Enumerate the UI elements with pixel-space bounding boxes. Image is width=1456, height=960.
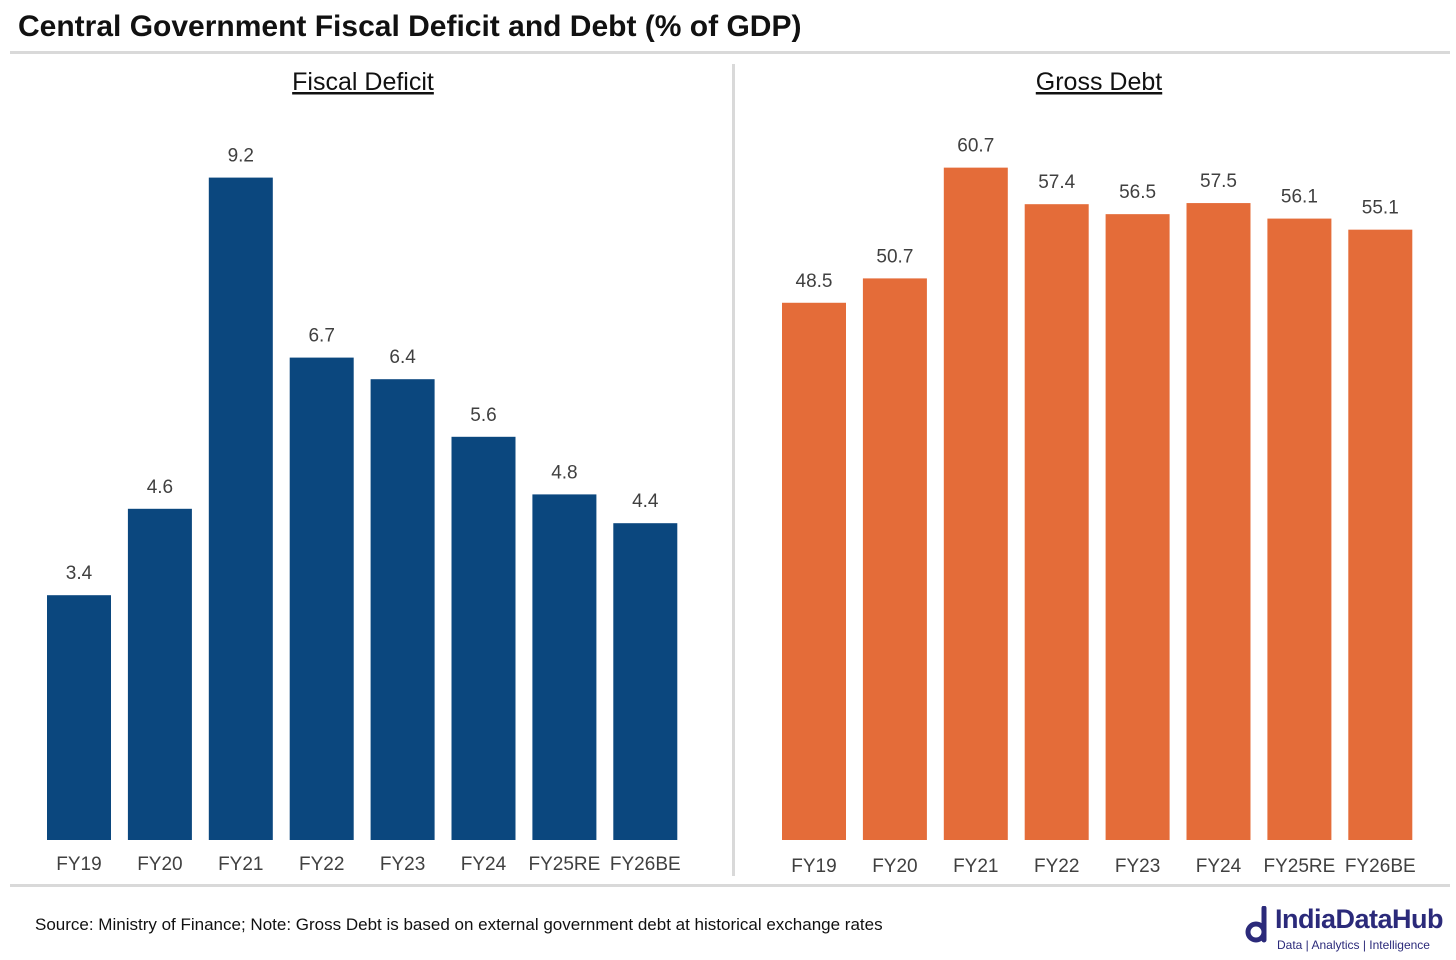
bar-fy23 xyxy=(370,379,435,840)
bottom-divider xyxy=(10,884,1450,887)
x-tick-label: FY23 xyxy=(380,854,425,875)
data-label: 60.7 xyxy=(957,136,994,157)
x-tick-label: FY22 xyxy=(1034,856,1079,877)
gross-debt-chart: Gross Debt 48.5 FY19 50.7 FY20 60.7 FY21 57.4 FY… xyxy=(782,68,1416,877)
x-tick-label: FY24 xyxy=(461,854,507,875)
x-tick-label: FY25RE xyxy=(1263,856,1335,877)
top-divider xyxy=(10,51,1450,54)
bar-fy24 xyxy=(1186,203,1251,841)
x-tick-label: FY20 xyxy=(137,854,182,875)
logo-mark-icon xyxy=(1245,906,1267,943)
x-tick-label: FY23 xyxy=(1115,856,1160,877)
x-tick-label: FY20 xyxy=(872,856,917,877)
logo-name: IndiaDataHub xyxy=(1275,904,1444,934)
bar-fy20 xyxy=(862,278,927,840)
data-label: 3.4 xyxy=(66,563,93,584)
panel-divider xyxy=(732,64,735,876)
bar-fy19 xyxy=(782,302,846,840)
x-tick-label: FY19 xyxy=(56,854,101,875)
bar-fy26be xyxy=(1348,229,1413,840)
bar-fy26be xyxy=(613,523,678,840)
fiscal-deficit-chart: Fiscal Deficit 3.4 FY19 4.6 FY20 9.2 FY21 6.7 FY… xyxy=(47,68,681,875)
data-label: 6.4 xyxy=(389,347,416,368)
bar-fy23 xyxy=(1105,214,1170,841)
bar-fy21 xyxy=(943,167,1008,841)
bar-fy22 xyxy=(1024,204,1089,840)
x-tick-label: FY26BE xyxy=(610,854,681,875)
data-label: 4.8 xyxy=(551,462,577,483)
data-label: 56.5 xyxy=(1119,182,1156,203)
data-label: 9.2 xyxy=(228,146,254,167)
panel-title: Gross Debt xyxy=(1036,68,1162,96)
data-label: 5.6 xyxy=(470,405,496,426)
data-label: 55.1 xyxy=(1362,198,1399,219)
bar-fy19 xyxy=(47,595,111,840)
source-note: Source: Ministry of Finance; Note: Gross… xyxy=(35,915,883,934)
x-tick-label: FY21 xyxy=(218,854,263,875)
x-tick-label: FY26BE xyxy=(1345,856,1416,877)
bar-fy20 xyxy=(127,508,192,840)
data-label: 4.6 xyxy=(147,477,173,498)
data-label: 56.1 xyxy=(1281,187,1318,208)
brand-logo: IndiaDataHub Data | Analytics | Intellig… xyxy=(1240,902,1452,958)
x-tick-label: FY25RE xyxy=(528,854,600,875)
logo-tagline: Data | Analytics | Intelligence xyxy=(1277,938,1430,952)
data-label: 50.7 xyxy=(876,246,913,267)
data-label: 57.5 xyxy=(1200,171,1237,192)
bar-fy21 xyxy=(208,177,273,841)
data-label: 57.4 xyxy=(1038,172,1075,193)
data-label: 48.5 xyxy=(796,271,833,292)
bar-fy25re xyxy=(1267,218,1332,841)
x-tick-label: FY24 xyxy=(1196,856,1242,877)
bar-fy24 xyxy=(451,436,516,840)
page-title: Central Government Fiscal Deficit and De… xyxy=(18,10,802,43)
data-label: 6.7 xyxy=(308,326,334,347)
bar-fy22 xyxy=(289,357,354,840)
x-tick-label: FY21 xyxy=(953,856,998,877)
x-tick-label: FY22 xyxy=(299,854,344,875)
bar-fy25re xyxy=(532,494,597,840)
panel-title: Fiscal Deficit xyxy=(292,68,434,96)
x-tick-label: FY19 xyxy=(791,856,836,877)
data-label: 4.4 xyxy=(632,491,659,512)
